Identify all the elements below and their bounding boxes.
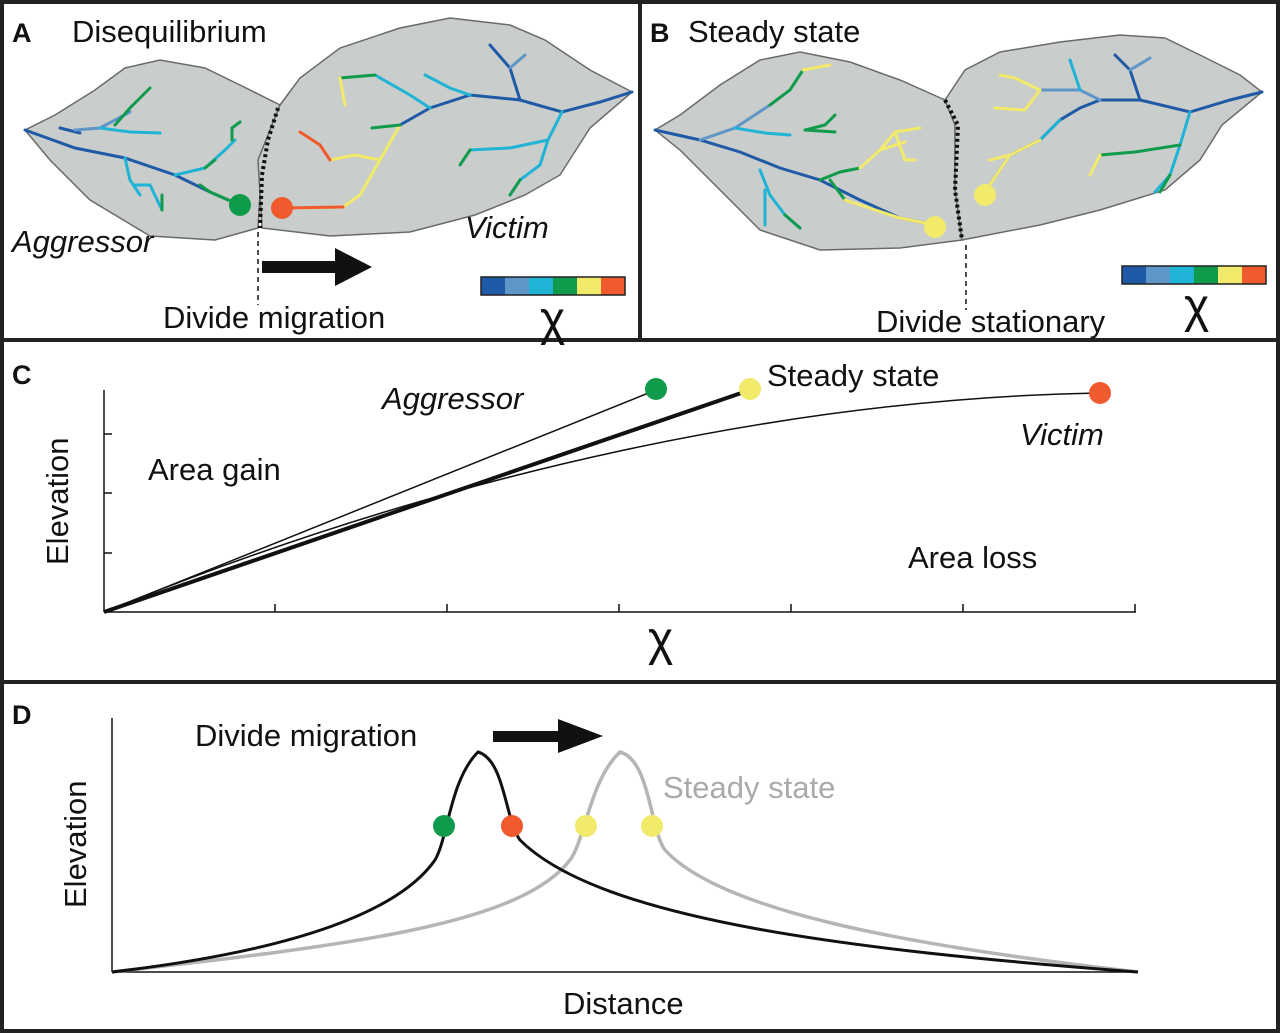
divide-migration-arrow-d	[493, 719, 603, 753]
victim-channels-b	[983, 53, 1264, 194]
aggressor-label-c: Aggressor	[380, 381, 525, 416]
steady-distance-point-right	[641, 815, 663, 837]
chi-swatch	[1218, 266, 1242, 284]
panel-b: B Steady state	[650, 14, 1267, 339]
divide-migration-label-d: Divide migration	[195, 718, 417, 753]
panel-b-letter: B	[650, 18, 670, 48]
chi-colorbar-outline	[480, 276, 626, 296]
victim-channel-head	[271, 197, 293, 219]
victim-label-a: Victim	[465, 210, 549, 245]
d-x-axis-label: Distance	[563, 986, 684, 1021]
panel-d-frame	[0, 680, 1280, 1033]
panel-d-letter: D	[12, 700, 32, 730]
victim-basin-b	[944, 34, 1264, 241]
chi-swatch	[481, 277, 505, 295]
divide-stationary-label: Divide stationary	[876, 304, 1106, 339]
chi-swatch	[577, 277, 601, 295]
chi-swatch	[553, 277, 577, 295]
chi-symbol-b: χ	[1184, 280, 1209, 333]
victim-label-c: Victim	[1020, 417, 1104, 452]
aggressor-channel-head-b	[924, 216, 946, 238]
chi-swatch	[1122, 266, 1146, 284]
steady-state-label-c: Steady state	[767, 358, 939, 393]
aggressor-chi-profile	[103, 389, 657, 613]
chi-swatch	[1170, 266, 1194, 284]
victim-chi-point	[1089, 382, 1111, 404]
aggressor-channels-b	[653, 63, 937, 230]
aggressor-channels	[23, 86, 242, 212]
aggressor-chi-point	[645, 378, 667, 400]
steady-chi-point	[739, 378, 761, 400]
panel-b-title: Steady state	[688, 14, 860, 49]
chi-swatch	[1146, 266, 1170, 284]
chi-colorbar-outline	[1121, 265, 1267, 285]
chi-symbol-a: χ	[540, 293, 565, 346]
area-gain-label: Area gain	[148, 452, 281, 487]
steady-distance-point-left	[575, 815, 597, 837]
chi-swatch	[601, 277, 625, 295]
panel-d: D Divide migration Steady state Elevatio…	[12, 700, 1139, 1021]
panel-a-title: Disequilibrium	[72, 14, 267, 49]
c-x-axis-label: χ	[648, 613, 673, 666]
chi-swatch	[505, 277, 529, 295]
c-ticks	[104, 433, 1136, 612]
divide-migration-arrow	[262, 248, 372, 286]
chi-swatch	[1242, 266, 1266, 284]
victim-channels	[281, 43, 634, 210]
chi-colorbar-b	[1121, 265, 1267, 285]
drainage-divide-b	[943, 99, 964, 241]
aggressor-channel-head	[229, 194, 251, 216]
victim-channel-head-b	[974, 184, 996, 206]
panel-a: A Disequilibrium	[10, 14, 634, 346]
victim-chi-profile	[103, 392, 1101, 613]
aggressor-distance-point	[433, 815, 455, 837]
victim-distance-point	[501, 815, 523, 837]
chi-swatch	[1194, 266, 1218, 284]
victim-basin	[257, 17, 634, 237]
panel-c-letter: C	[12, 360, 32, 390]
c-y-axis-label: Elevation	[40, 437, 75, 565]
chi-colorbar-a	[480, 276, 626, 296]
disequilibrium-distance-profile	[111, 750, 1139, 974]
steady-distance-profile	[111, 750, 1139, 974]
panel-c-frame	[0, 338, 1280, 684]
d-y-axis-label: Elevation	[58, 780, 93, 908]
steady-state-label-d: Steady state	[663, 770, 835, 805]
aggressor-label-a: Aggressor	[10, 224, 155, 259]
divide-migration-label-a: Divide migration	[163, 300, 385, 335]
area-loss-label: Area loss	[908, 540, 1037, 575]
panel-c: C Aggressor Steady state Victim Area gai…	[12, 358, 1136, 666]
steady-chi-profile	[103, 388, 751, 614]
panel-a-letter: A	[12, 18, 32, 48]
chi-swatch	[529, 277, 553, 295]
